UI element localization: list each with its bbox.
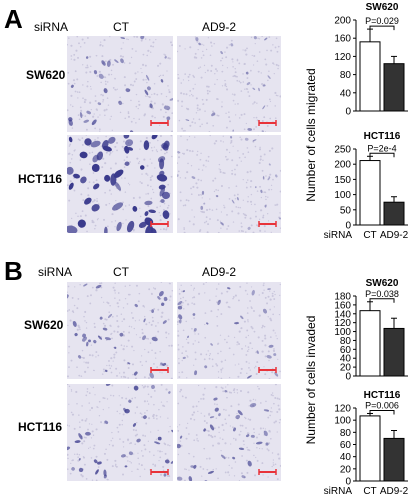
chart-title: HCT116 xyxy=(364,390,401,401)
bar-ad9-2 xyxy=(383,327,405,377)
panel-a-ylabel-box: Number of cells migrated xyxy=(300,40,322,230)
y-tick-label: 80 xyxy=(340,336,352,347)
micrograph-a-sw620-ad9 xyxy=(177,36,281,132)
chart-a-sw620: SW620 0 40 80 120 160 200 P=0.029 xyxy=(334,2,408,118)
chart-title: SW620 xyxy=(366,278,399,289)
y-tick-label: 20 xyxy=(340,464,352,475)
micrograph-b-sw620-ct xyxy=(67,282,173,379)
micrograph-b-hct116-ct xyxy=(67,384,173,481)
micrograph-image xyxy=(177,282,281,379)
y-tick-label: 160 xyxy=(334,300,351,311)
bar-ad9-2 xyxy=(383,201,405,226)
x-tick-label: AD9-2 xyxy=(380,230,409,241)
y-tick-label: 0 xyxy=(345,107,351,118)
y-tick-label: 120 xyxy=(334,404,351,415)
bar-ct xyxy=(359,310,381,377)
panel-a-col-ad9: AD9-2 xyxy=(202,20,237,34)
micrograph-image xyxy=(177,384,281,481)
significance-bracket xyxy=(369,409,395,415)
micrograph-a-hct116-ct xyxy=(67,135,173,233)
panel-a-row-sw620: SW620 xyxy=(26,68,66,82)
p-value: P=2e-4 xyxy=(367,143,396,153)
panel-b-col-ct: CT xyxy=(113,265,129,279)
y-tick-label: 100 xyxy=(334,190,351,201)
panel-b-row-sw620: SW620 xyxy=(24,318,64,332)
y-tick-label: 40 xyxy=(340,452,352,463)
y-tick-label: 120 xyxy=(334,52,351,63)
micrograph-image xyxy=(67,135,173,233)
panel-b-ylabel: Number of cells invaded xyxy=(304,316,318,445)
y-tick-label: 0 xyxy=(345,477,351,488)
panel-b-ylabel-box: Number of cells invaded xyxy=(300,280,322,480)
panel-a-ylabel: Number of cells migrated xyxy=(304,68,318,201)
x-tick-label: AD9-2 xyxy=(380,486,409,497)
p-value: P=0.006 xyxy=(365,400,399,410)
micrograph-b-hct116-ad9 xyxy=(177,384,281,481)
significance-bracket xyxy=(369,298,395,303)
micrograph-image xyxy=(67,36,173,132)
y-tick-label: 250 xyxy=(334,145,351,156)
micrograph-image xyxy=(67,282,173,379)
y-tick-label: 120 xyxy=(334,318,351,329)
bar-ct xyxy=(359,160,381,226)
y-tick-label: 60 xyxy=(340,345,352,356)
panel-b-sirna-label: siRNA xyxy=(38,265,73,279)
p-value: P=0.029 xyxy=(365,16,399,26)
bar-ct xyxy=(359,41,381,112)
panel-b-row-hct116: HCT116 xyxy=(18,420,63,434)
bar-ct xyxy=(359,415,381,482)
micrograph-a-hct116-ad9 xyxy=(177,135,281,233)
y-tick-label: 80 xyxy=(340,70,352,81)
micrograph-b-sw620-ad9 xyxy=(177,282,281,379)
y-tick-label: 140 xyxy=(334,309,351,320)
panel-a-col-ct: CT xyxy=(113,20,129,34)
y-tick-label: 160 xyxy=(334,34,351,45)
panel-b-col-ad9: AD9-2 xyxy=(202,265,237,279)
micrograph-a-sw620-ct xyxy=(67,36,173,132)
y-tick-label: 60 xyxy=(340,440,352,451)
micrograph-image xyxy=(177,135,281,233)
x-tick-label: CT xyxy=(363,230,376,241)
y-tick-label: 40 xyxy=(340,354,352,365)
chart-title: SW620 xyxy=(366,2,399,13)
y-tick-label: 200 xyxy=(334,160,351,171)
y-tick-label: 100 xyxy=(334,416,351,427)
micrograph-image xyxy=(177,36,281,132)
micrograph-image xyxy=(67,384,173,481)
y-tick-label: 80 xyxy=(340,428,352,439)
significance-bracket xyxy=(369,25,395,31)
chart-a-hct116: HCT116 0 50 100 150 200 250 P=2e-4 siRNA CT AD9-2 xyxy=(324,131,409,241)
panel-letter-a: A xyxy=(4,4,23,34)
y-tick-label: 0 xyxy=(345,372,351,383)
x-label-sirna: siRNA xyxy=(324,486,353,497)
panel-letter-b: B xyxy=(4,256,23,286)
y-tick-label: 40 xyxy=(340,88,352,99)
x-tick-label: CT xyxy=(363,486,376,497)
panel-a-sirna-label: siRNA xyxy=(34,20,69,34)
chart-title: HCT116 xyxy=(364,131,401,142)
bar-ad9-2 xyxy=(383,63,405,112)
significance-bracket xyxy=(369,152,395,158)
y-tick-label: 180 xyxy=(334,292,351,303)
bar-ad9-2 xyxy=(383,437,405,482)
y-tick-label: 150 xyxy=(334,175,351,186)
y-tick-label: 100 xyxy=(334,327,351,338)
y-tick-label: 200 xyxy=(334,16,351,27)
y-tick-label: 50 xyxy=(340,205,352,216)
y-tick-label: 20 xyxy=(340,363,352,374)
y-tick-label: 0 xyxy=(345,221,351,232)
p-value: P=0.038 xyxy=(365,289,399,299)
panel-a-row-hct116: HCT116 xyxy=(18,172,63,186)
x-label-sirna: siRNA xyxy=(324,230,353,241)
